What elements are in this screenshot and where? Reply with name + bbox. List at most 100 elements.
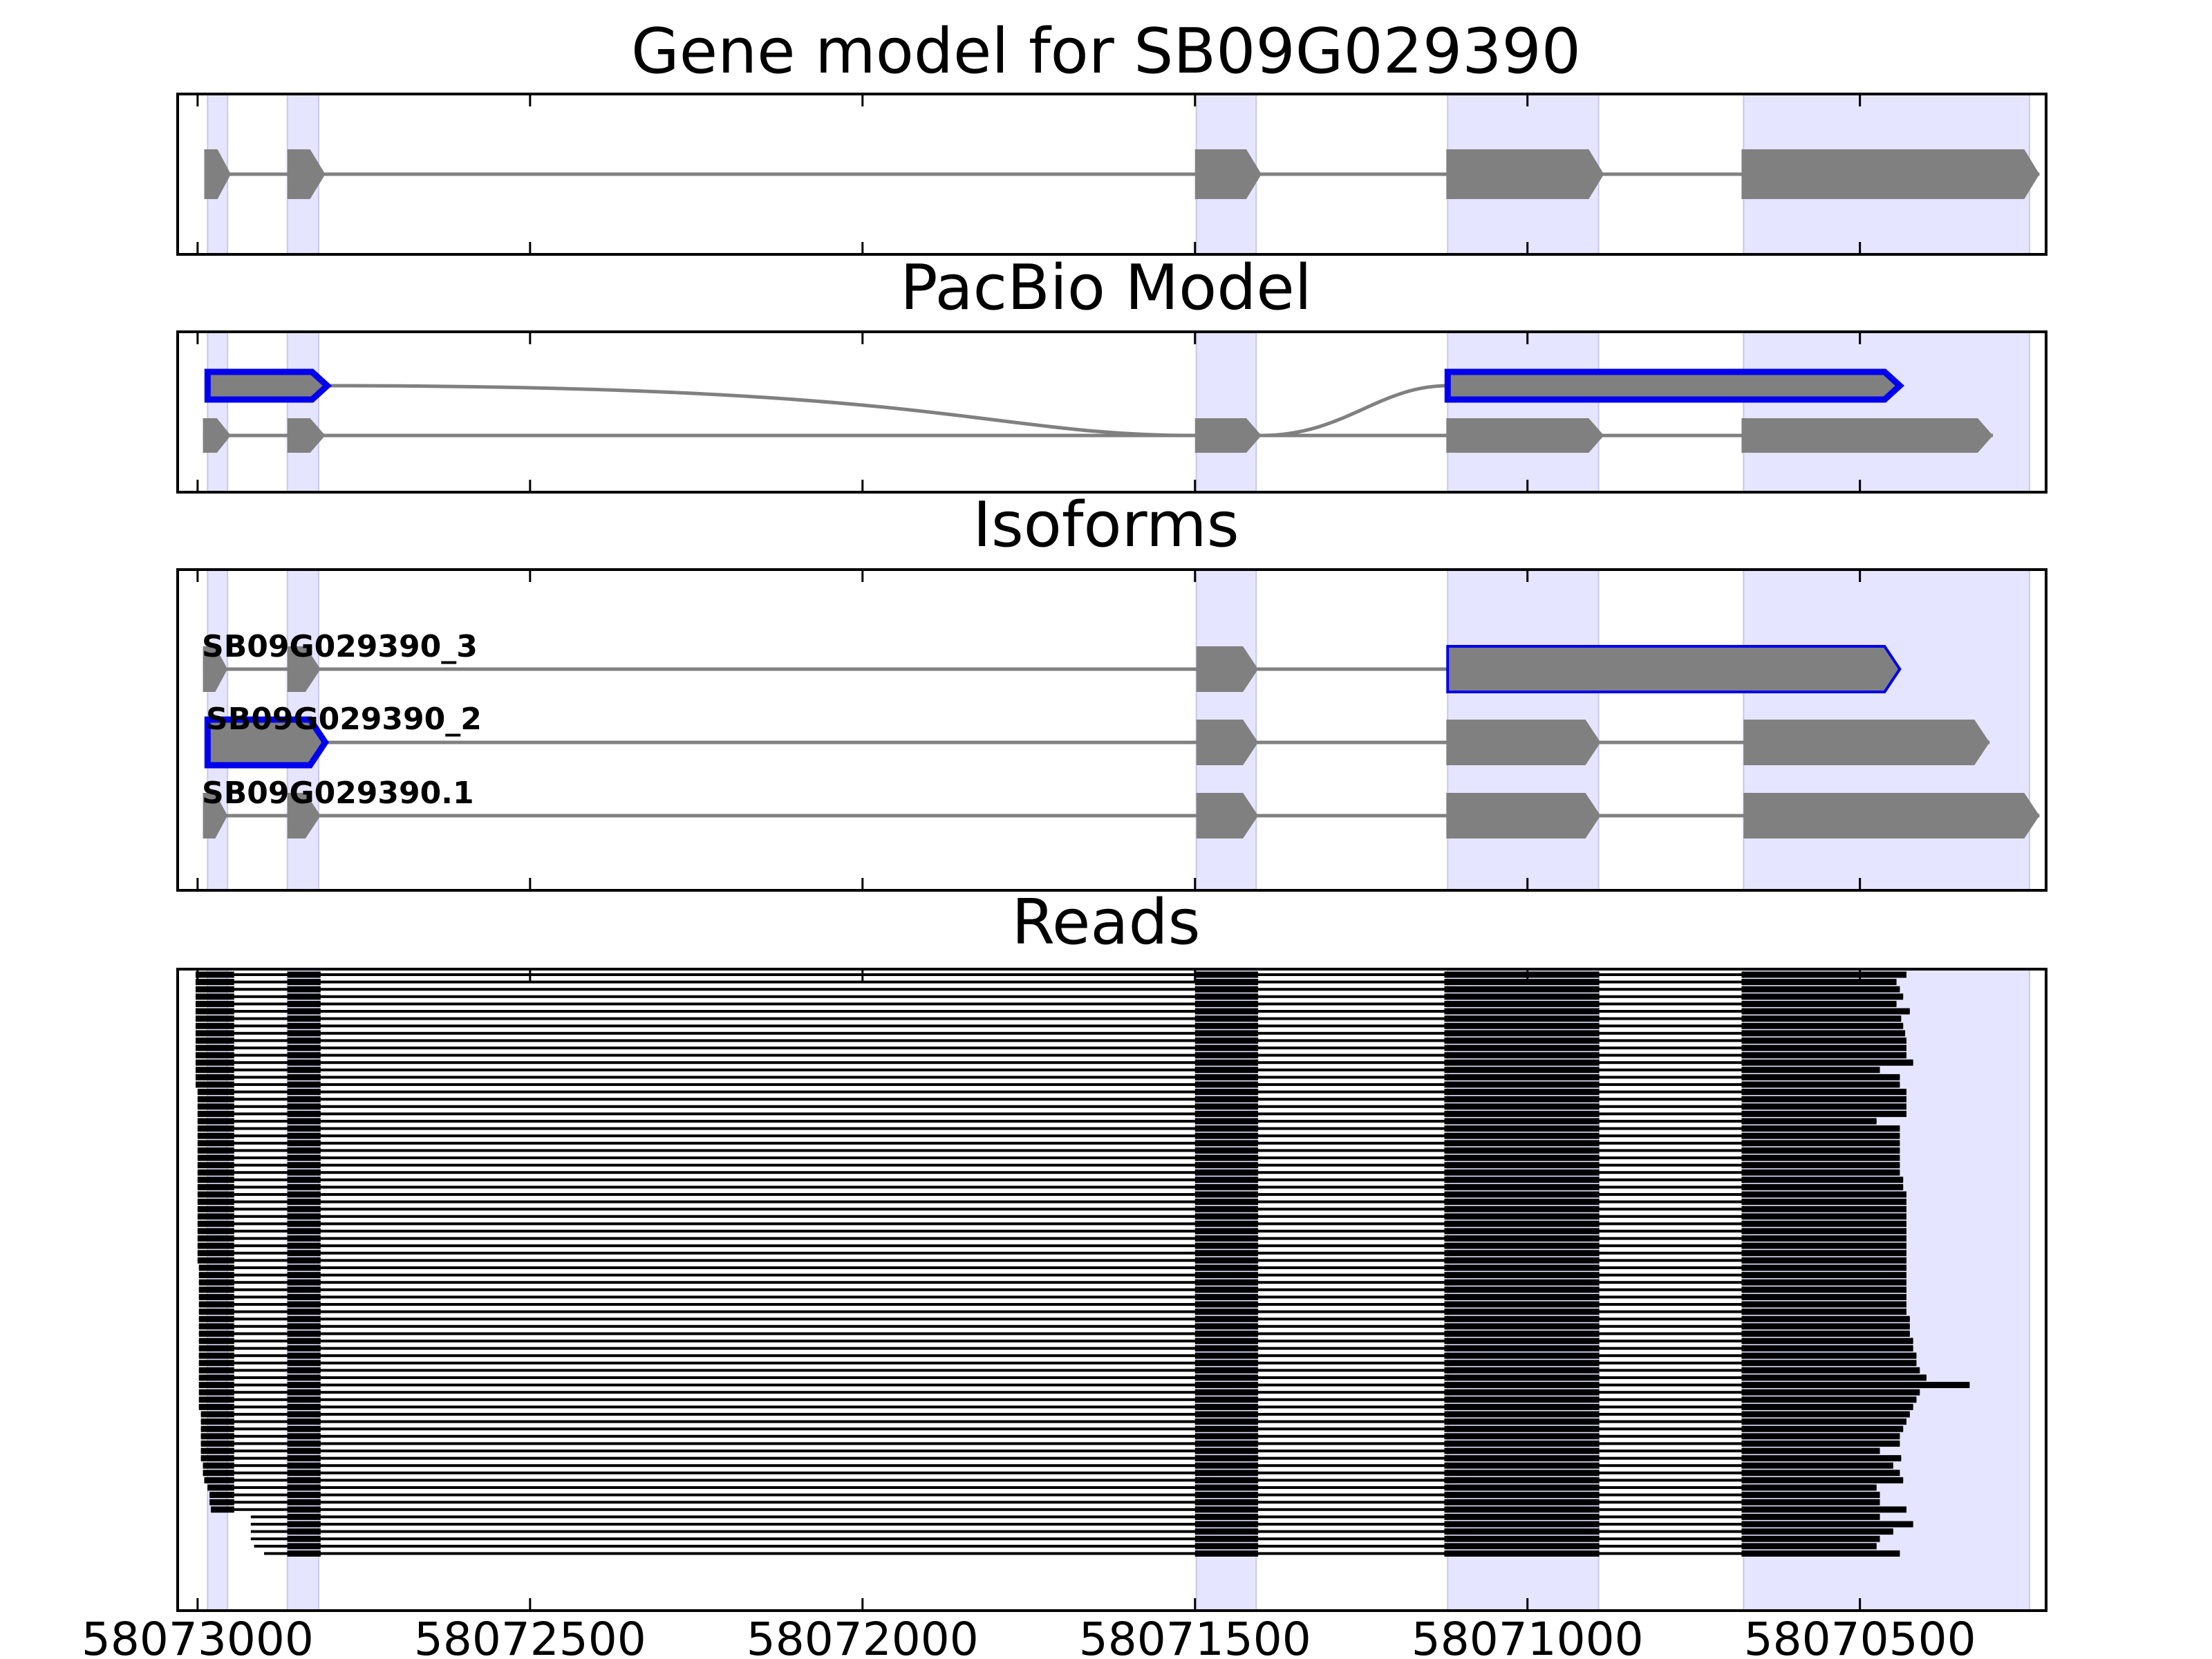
- read-block: [1194, 1389, 1259, 1396]
- read-block: [287, 1374, 321, 1381]
- read-block: [1194, 1220, 1259, 1227]
- read-block: [1741, 1177, 1904, 1183]
- read-block: [287, 1477, 321, 1483]
- exon: [1743, 793, 2040, 838]
- read-block: [287, 1264, 321, 1271]
- read-block: [1194, 1118, 1259, 1125]
- read-block: [198, 1330, 234, 1337]
- read-line: [200, 1427, 1904, 1431]
- read-block: [1194, 1418, 1259, 1425]
- read-line: [195, 988, 1900, 991]
- read-block: [287, 1154, 321, 1161]
- read-block: [1194, 1242, 1259, 1249]
- read-line: [204, 1479, 1904, 1482]
- read-line: [195, 1083, 1900, 1086]
- read-line: [198, 1281, 1906, 1284]
- read-block: [287, 1096, 321, 1103]
- read-line: [197, 1105, 1906, 1108]
- read-block: [209, 1499, 234, 1506]
- read-block: [1194, 1147, 1259, 1154]
- read-block: [287, 1074, 321, 1080]
- read-block: [287, 1008, 321, 1015]
- read-block: [1741, 986, 1900, 993]
- title-pacbio-model: PacBio Model: [900, 252, 1312, 324]
- read-block: [1194, 1396, 1259, 1403]
- exon: [1194, 149, 1262, 199]
- read-block: [1194, 1067, 1259, 1074]
- exon: [203, 793, 228, 838]
- read-block: [287, 1535, 321, 1542]
- read-block: [287, 1015, 321, 1022]
- read-block: [1741, 1264, 1906, 1271]
- read-line: [198, 1318, 1910, 1321]
- read-block: [1741, 1286, 1906, 1293]
- read-block: [287, 1052, 321, 1059]
- read-block: [1444, 979, 1600, 986]
- read-block: [1741, 1110, 1906, 1117]
- read-block: [1194, 1513, 1259, 1520]
- read-block: [197, 1213, 234, 1220]
- read-block: [1194, 1272, 1259, 1279]
- read-block: [1444, 986, 1600, 993]
- read-block: [287, 1293, 321, 1300]
- read-line: [198, 1354, 1917, 1358]
- read-block: [287, 1162, 321, 1169]
- read-block: [287, 979, 321, 986]
- read-block: [287, 1037, 321, 1044]
- x-tick-label: 58070500: [1744, 1613, 1976, 1659]
- pacbio-connector: [327, 384, 1448, 438]
- read-block: [1444, 1096, 1600, 1103]
- highlight-region: [207, 331, 229, 493]
- read-block: [1194, 1096, 1259, 1103]
- read-line: [198, 1324, 1910, 1328]
- selected-exon: [204, 716, 329, 769]
- read-block: [287, 1067, 321, 1074]
- read-block: [1444, 1418, 1600, 1425]
- read-block: [1741, 979, 1897, 986]
- read-block: [1444, 1235, 1600, 1242]
- read-block: [1741, 1242, 1906, 1249]
- read-block: [1444, 1389, 1600, 1396]
- read-block: [195, 1044, 234, 1051]
- read-block: [198, 1301, 234, 1308]
- read-block: [195, 1067, 234, 1074]
- read-block: [1444, 971, 1600, 978]
- read-line: [195, 1061, 1913, 1065]
- read-line: [198, 1266, 1906, 1269]
- read-block: [1194, 1154, 1259, 1161]
- selected-exon: [204, 368, 332, 403]
- read-block: [1444, 1132, 1600, 1139]
- read-block: [1194, 1022, 1259, 1029]
- read-block: [1444, 1309, 1600, 1315]
- read-block: [1444, 1338, 1600, 1344]
- exon: [1446, 149, 1604, 199]
- read-block: [1444, 1382, 1600, 1389]
- read-block: [1194, 1301, 1259, 1308]
- read-line: [197, 1112, 1906, 1116]
- read-block: [287, 1330, 321, 1337]
- read-block: [1194, 1081, 1259, 1088]
- read-block: [1741, 1506, 1906, 1513]
- read-block: [1444, 1037, 1600, 1044]
- read-block: [1741, 1403, 1913, 1410]
- read-line: [197, 1244, 1906, 1248]
- read-block: [287, 1242, 321, 1249]
- read-block: [1194, 1235, 1259, 1242]
- read-line: [195, 973, 1906, 976]
- read-block: [1444, 1213, 1600, 1220]
- read-block: [287, 1191, 321, 1198]
- read-block: [1741, 1382, 1970, 1389]
- read-line: [197, 1134, 1900, 1138]
- read-block: [1444, 1513, 1600, 1520]
- read-block: [287, 1550, 321, 1557]
- read-block: [1741, 1228, 1906, 1235]
- read-block: [287, 993, 321, 1000]
- read-block: [287, 1492, 321, 1499]
- read-block: [1741, 1096, 1906, 1103]
- read-block: [200, 1425, 234, 1432]
- read-line: [250, 1530, 1893, 1533]
- panel-isoforms: Isoforms SB09G029390_3 SB09G029390_2 SB09G0…: [176, 489, 2047, 892]
- read-block: [1741, 1418, 1906, 1425]
- read-line: [203, 1464, 1893, 1468]
- read-block: [203, 1462, 234, 1469]
